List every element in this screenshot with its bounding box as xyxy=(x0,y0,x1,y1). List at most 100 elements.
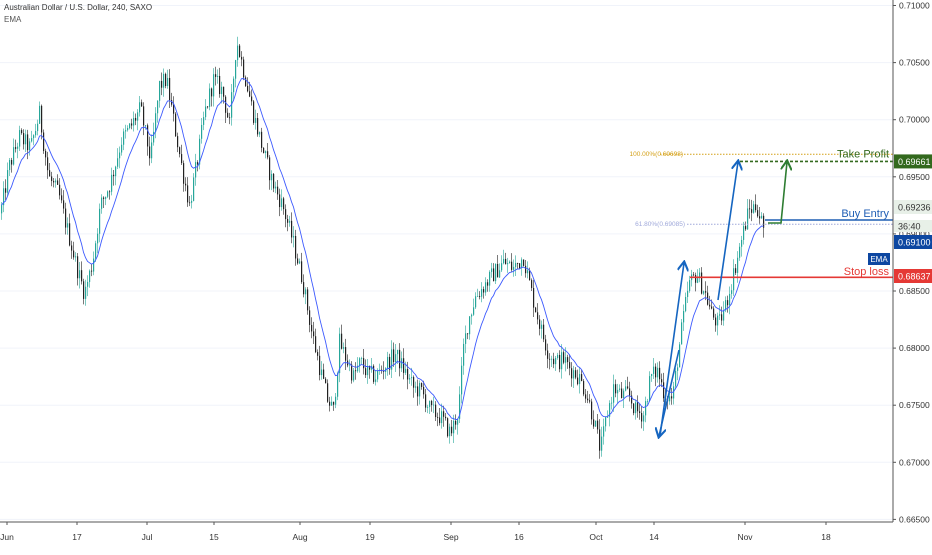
candle-body xyxy=(681,322,683,345)
candle-body xyxy=(405,369,407,373)
candle-body xyxy=(339,333,341,374)
candle-body xyxy=(343,347,345,349)
candle-body xyxy=(253,101,255,123)
candle-body xyxy=(469,316,471,335)
candle-body xyxy=(419,383,421,397)
candle-body xyxy=(569,362,571,369)
candle-body xyxy=(191,200,193,203)
x-tick-label: 17 xyxy=(72,532,82,542)
candle-body xyxy=(345,347,347,361)
candle-body xyxy=(479,296,481,297)
candle-body xyxy=(551,358,553,360)
candle-body xyxy=(567,357,569,363)
candle-body xyxy=(11,160,13,165)
candle-body xyxy=(393,349,395,363)
candle-body xyxy=(13,147,15,165)
candle-body xyxy=(387,356,389,369)
candle-body xyxy=(489,271,491,286)
candle-body xyxy=(553,358,555,365)
buy-entry-price-tag: 0.69236 xyxy=(894,200,932,214)
candle-body xyxy=(241,56,243,60)
candle-body xyxy=(269,157,271,181)
candle-body xyxy=(377,370,379,380)
candle-body xyxy=(237,45,239,61)
candle-body xyxy=(89,270,91,282)
candle-body xyxy=(545,339,547,351)
candle-body xyxy=(359,358,361,366)
candle-body xyxy=(35,131,37,136)
candle-body xyxy=(265,151,267,154)
candle-body xyxy=(461,365,463,395)
candle-body xyxy=(501,263,503,271)
candle-body xyxy=(721,314,723,321)
candle-body xyxy=(333,401,335,405)
x-tick-label: 19 xyxy=(365,532,375,542)
candle-body xyxy=(629,388,631,396)
y-tick-label: 0.69500 xyxy=(899,172,930,182)
time-axis[interactable]: Jun 17 Jul 15 Aug 19 Sep 16 Oct 14 Nov 18 xyxy=(0,522,831,542)
candle-body xyxy=(709,304,711,307)
candle-body xyxy=(753,204,755,213)
candle-body xyxy=(79,270,81,279)
candle-body xyxy=(119,152,121,159)
candle-body xyxy=(335,396,337,405)
candle-body xyxy=(395,354,397,363)
candle-body xyxy=(149,146,151,159)
candle-body xyxy=(281,198,283,208)
candle-body xyxy=(167,77,169,86)
candle-body xyxy=(573,370,575,379)
candle-body xyxy=(15,147,17,149)
candle-body xyxy=(351,364,353,381)
candle-body xyxy=(483,289,485,293)
candle-body xyxy=(43,132,45,151)
candle-body xyxy=(673,386,675,399)
candle-body xyxy=(293,235,295,238)
candle-body xyxy=(597,420,599,430)
candle-body xyxy=(367,365,369,376)
candle-body xyxy=(93,258,95,272)
x-tick-label: Sep xyxy=(443,532,458,542)
candle-body xyxy=(763,215,765,228)
candle-body xyxy=(513,266,515,270)
y-tick-label: 0.67000 xyxy=(899,457,930,467)
candle-body xyxy=(117,158,119,167)
y-tick-label: 0.68500 xyxy=(899,286,930,296)
candle-body xyxy=(337,373,339,397)
candle-body xyxy=(511,261,513,270)
candle-body xyxy=(29,141,31,151)
candle-body xyxy=(157,100,159,114)
x-tick-label: 14 xyxy=(649,532,659,542)
candle-body xyxy=(539,319,541,329)
candle-body xyxy=(499,270,501,278)
stop-loss-price-tag: 0.68637 xyxy=(894,269,932,283)
candle-body xyxy=(223,86,225,97)
price-axis[interactable]: 0.71000 0.70500 0.70000 0.69500 0.69000 0.685… xyxy=(893,1,930,525)
candle-body xyxy=(477,296,479,297)
candle-body xyxy=(165,73,167,86)
candle-body xyxy=(9,160,11,171)
candle-body xyxy=(719,314,721,316)
fib-100-label: 100.00%(0.69698) xyxy=(630,151,684,158)
current-price-tag: 0.69100 xyxy=(894,235,932,249)
candle-body xyxy=(197,162,199,165)
candle-body xyxy=(37,123,39,132)
candle-body xyxy=(603,426,605,437)
candle-body xyxy=(529,270,531,281)
candle-body xyxy=(467,333,469,335)
candle-body xyxy=(527,270,529,274)
candle-body xyxy=(465,333,467,344)
ema-badge-text: EMA xyxy=(870,255,888,264)
candle-body xyxy=(239,45,241,57)
candle-body xyxy=(109,191,111,193)
up-arrow-2 xyxy=(717,162,738,301)
candle-body xyxy=(307,289,309,311)
candle-body xyxy=(687,290,689,297)
candle-body xyxy=(249,91,251,97)
candle-body xyxy=(509,261,511,264)
candle-body xyxy=(451,426,453,434)
candle-body xyxy=(75,256,77,258)
candle-body xyxy=(145,125,147,127)
candle-body xyxy=(457,418,459,425)
